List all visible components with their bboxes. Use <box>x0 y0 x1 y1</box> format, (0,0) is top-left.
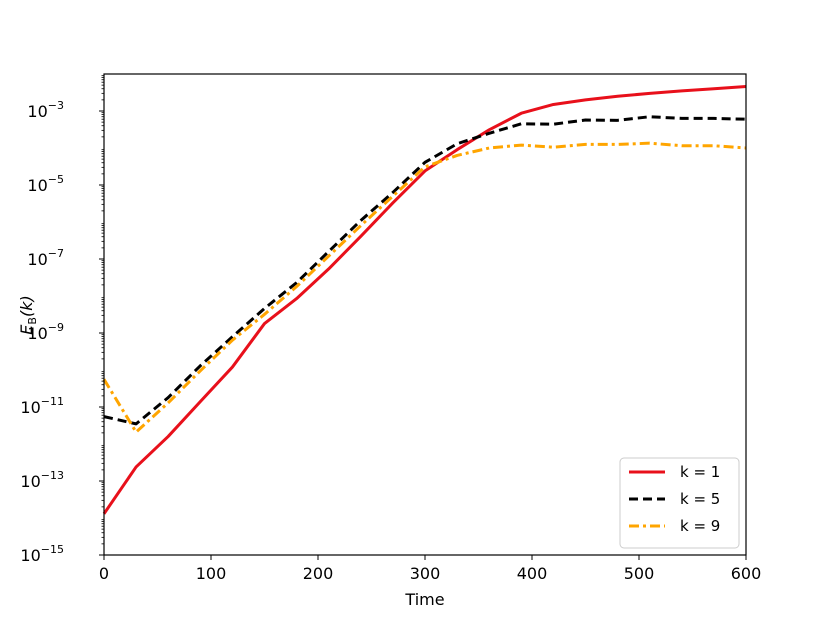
y-tick-label: 10−5 <box>27 173 64 195</box>
y-tick-label: 10−7 <box>27 247 64 269</box>
x-tick-label: 300 <box>410 564 441 583</box>
x-tick-label: 400 <box>517 564 548 583</box>
y-tick-label: 10−3 <box>27 99 64 121</box>
legend: k = 1 k = 5 k = 9 <box>619 457 740 549</box>
legend-label: k = 9 <box>680 517 720 535</box>
series-line-k5 <box>103 115 747 426</box>
x-tick-label: 200 <box>303 564 334 583</box>
x-axis-label: Time <box>404 590 444 609</box>
series-line-k1 <box>102 84 747 515</box>
legend-box <box>619 457 740 549</box>
y-tick-label: 10−9 <box>27 321 64 343</box>
x-tick-label: 600 <box>731 564 762 583</box>
series-layer <box>102 84 747 515</box>
y-tick-label: 10−13 <box>20 469 64 491</box>
y-tick-label: 10−11 <box>20 395 64 417</box>
x-tick-label: 500 <box>624 564 655 583</box>
x-axis-ticks: 0 100 200 300 400 500 600 <box>99 555 761 583</box>
x-tick-label: 0 <box>99 564 109 583</box>
y-axis-label: EB(k) <box>17 295 39 334</box>
y-tick-label: 10−15 <box>20 543 64 565</box>
legend-label: k = 1 <box>680 463 720 481</box>
legend-label: k = 5 <box>680 490 720 508</box>
y-axis-ticks: 10−15 10−13 10−11 10−9 10−7 10−5 10−3 <box>20 75 104 565</box>
x-tick-label: 100 <box>196 564 227 583</box>
